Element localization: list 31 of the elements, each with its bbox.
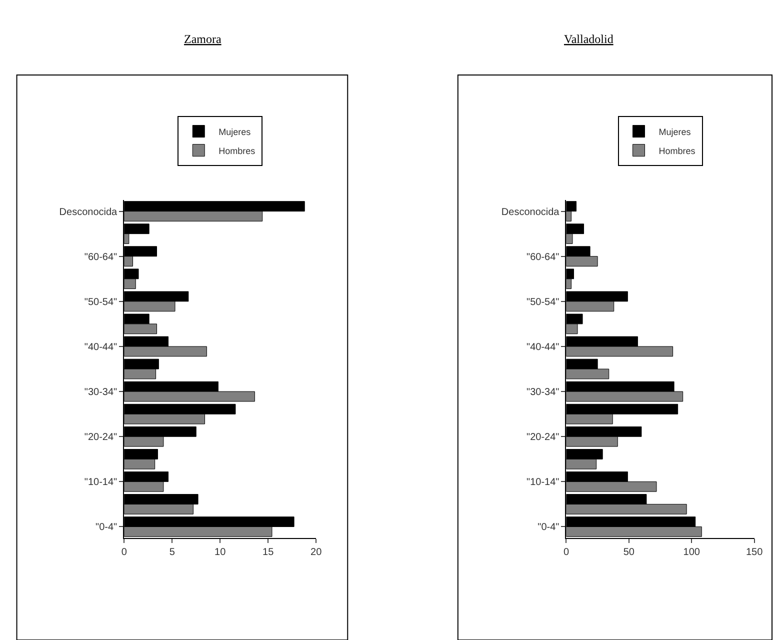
y-tick-label: "0-4" (96, 522, 118, 534)
x-tick-label: 0 (121, 547, 128, 558)
y-tick-label: "50-54" (526, 296, 560, 308)
x-tick-label: 15 (262, 547, 274, 558)
y-tick-label: "50-54" (84, 296, 118, 308)
chart-title: Valladolid (564, 32, 614, 46)
y-tick-label: "0-4" (538, 522, 560, 534)
legend-label: Mujeres (218, 126, 252, 137)
legend-label: Mujeres (658, 126, 692, 137)
x-tick-label: 10 (214, 547, 226, 558)
legend-label: Hombres (218, 146, 256, 156)
y-tick-label: "40-44" (526, 342, 560, 353)
y-tick-label: "30-34" (526, 387, 560, 398)
y-tick-label: Desconocida (59, 206, 118, 218)
x-tick-label: 50 (623, 547, 635, 558)
y-tick-label: "60-64" (84, 252, 118, 263)
x-tick-label: 5 (169, 547, 176, 558)
x-tick-label: 20 (310, 547, 322, 558)
y-tick-label: "40-44" (84, 342, 118, 353)
y-tick-label: Desconocida (501, 206, 560, 218)
y-tick-label: "10-14" (526, 477, 560, 488)
y-tick-label: "20-24" (526, 432, 560, 444)
x-tick-label: 100 (683, 547, 700, 558)
x-tick-label: 150 (746, 547, 764, 558)
chart-title: Zamora (184, 32, 222, 46)
y-tick-label: "20-24" (84, 432, 118, 444)
y-tick-label: "10-14" (84, 477, 118, 488)
legend-label: Hombres (658, 146, 696, 156)
y-tick-label: "60-64" (526, 252, 560, 263)
x-tick-label: 0 (563, 547, 570, 558)
y-tick-label: "30-34" (84, 387, 118, 398)
